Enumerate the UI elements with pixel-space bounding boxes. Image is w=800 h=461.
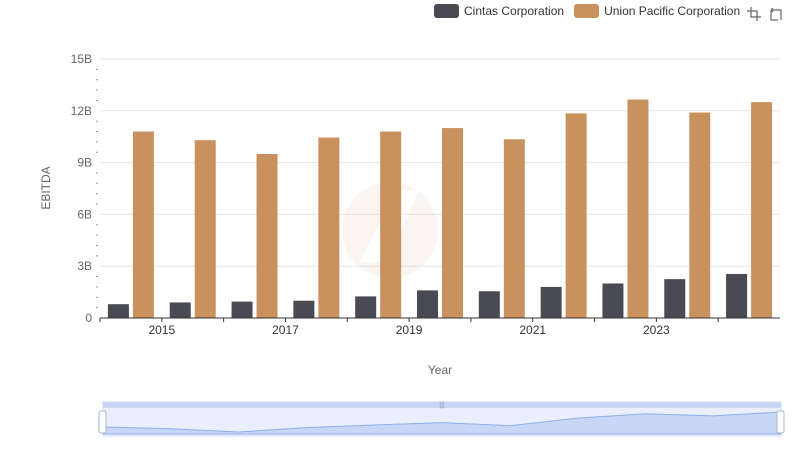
bar-union-pacific-2024[interactable] <box>751 102 773 319</box>
bar-cintas-2021[interactable] <box>540 286 562 318</box>
y-tick-label: 9B <box>77 156 92 170</box>
bar-union-pacific-2022[interactable] <box>627 99 649 319</box>
y-tick-label: 0 <box>85 311 92 325</box>
bar-cintas-2019[interactable] <box>417 290 438 318</box>
bar-union-pacific-2021[interactable] <box>565 113 587 318</box>
data-zoom-slider[interactable]: ||| <box>98 401 785 437</box>
bar-union-pacific-2014[interactable] <box>132 131 154 318</box>
y-tick-label: 3B <box>77 259 92 273</box>
x-tick-label: 2023 <box>643 323 670 337</box>
x-axis-ticks: 2015 2017 2019 2021 2023 <box>99 318 719 337</box>
legend-swatch-cintas <box>434 4 459 18</box>
x-axis-title: Year <box>428 363 452 377</box>
zoom-handle-right[interactable] <box>776 410 785 434</box>
bar-cintas-2022[interactable] <box>602 283 624 318</box>
bar-cintas-2020[interactable] <box>478 291 500 318</box>
bar-union-pacific-2020[interactable] <box>503 139 525 318</box>
zoom-grip-icon[interactable]: ||| <box>439 402 445 409</box>
toolbox <box>746 6 784 22</box>
restore-icon[interactable] <box>768 6 784 22</box>
x-tick-label: 2017 <box>272 323 299 337</box>
zoom-handle-left[interactable] <box>98 410 107 434</box>
bar-union-pacific-2017[interactable] <box>318 137 340 318</box>
bar-union-pacific-2015[interactable] <box>194 140 216 318</box>
legend-swatch-union-pacific <box>574 4 600 18</box>
y-tick-label: 6B <box>77 207 92 221</box>
legend-item-cintas[interactable]: Cintas Corporation <box>434 4 564 18</box>
legend-label-union-pacific: Union Pacific Corporation <box>604 4 741 18</box>
x-tick-label: 2015 <box>148 323 175 337</box>
y-axis-title: EBITDA <box>39 166 53 209</box>
zoom-top-bar[interactable] <box>103 402 781 408</box>
y-axis-ticks: 0 3B 6B 9B 12B 15B <box>71 52 98 325</box>
legend-item-union-pacific[interactable]: Union Pacific Corporation <box>574 4 740 18</box>
legend: Cintas Corporation Union Pacific Corpora… <box>434 4 750 18</box>
y-tick-label: 12B <box>71 104 92 118</box>
bar-cintas-2024[interactable] <box>726 273 748 318</box>
bar-cintas-2014[interactable] <box>107 304 129 318</box>
zoom-icon[interactable] <box>746 6 762 22</box>
x-tick-label: 2021 <box>519 323 546 337</box>
bar-cintas-2015[interactable] <box>169 302 191 318</box>
bar-union-pacific-2019[interactable] <box>442 128 463 318</box>
bar-cintas-2016[interactable] <box>231 301 253 318</box>
bar-series <box>107 99 773 319</box>
bar-union-pacific-2023[interactable] <box>689 112 711 318</box>
bar-cintas-2017[interactable] <box>293 300 315 318</box>
bar-cintas-2018[interactable] <box>355 296 377 318</box>
bar-union-pacific-2018[interactable] <box>380 131 402 318</box>
x-tick-label: 2019 <box>396 323 423 337</box>
bar-union-pacific-2016[interactable] <box>256 153 278 318</box>
bar-cintas-2023[interactable] <box>664 279 686 318</box>
legend-label-cintas: Cintas Corporation <box>464 4 565 18</box>
y-tick-label: 15B <box>71 52 92 66</box>
